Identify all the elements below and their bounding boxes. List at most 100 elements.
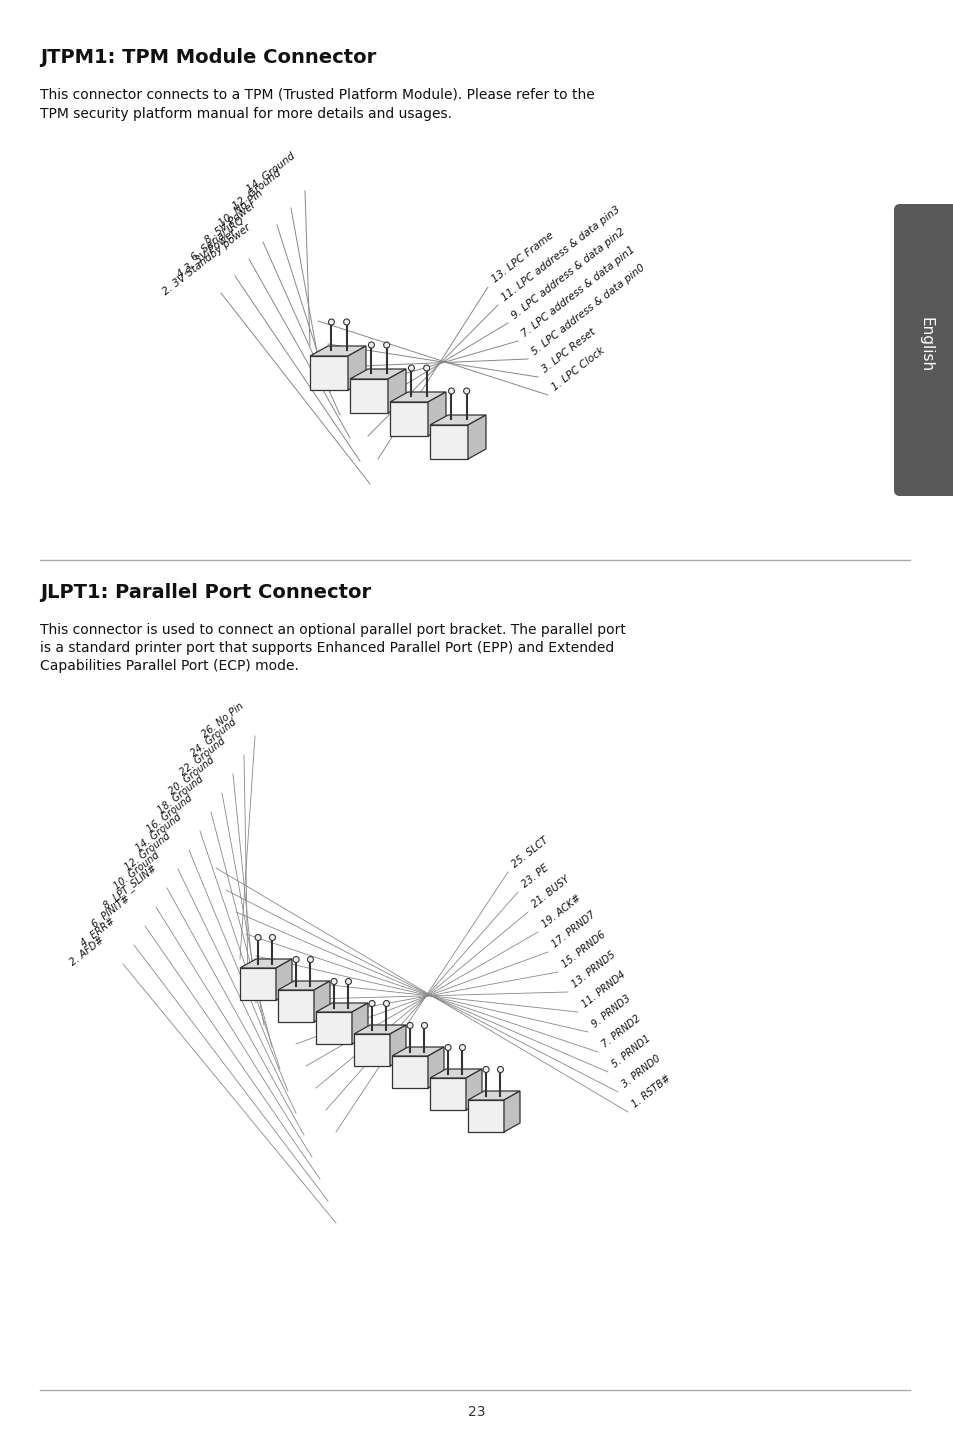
Text: 12. Ground: 12. Ground: [231, 169, 283, 212]
Circle shape: [497, 1066, 503, 1072]
Text: 14. Ground: 14. Ground: [245, 152, 296, 195]
Text: 22. Ground: 22. Ground: [178, 737, 227, 778]
Text: 7. PRND2: 7. PRND2: [599, 1013, 641, 1050]
Text: 20. Ground: 20. Ground: [167, 756, 216, 797]
Polygon shape: [428, 1047, 443, 1088]
Circle shape: [408, 365, 414, 371]
FancyBboxPatch shape: [893, 205, 953, 497]
Circle shape: [331, 979, 336, 985]
Text: 2. AFD#: 2. AFD#: [68, 936, 106, 967]
Polygon shape: [430, 1078, 465, 1110]
Text: 3. LPC Reset: 3. LPC Reset: [539, 328, 597, 375]
Text: 6. PINIT#: 6. PINIT#: [90, 894, 132, 930]
Polygon shape: [350, 369, 406, 379]
Text: 24. Ground: 24. Ground: [189, 717, 238, 758]
Polygon shape: [392, 1047, 443, 1056]
Circle shape: [423, 365, 429, 371]
Text: This connector connects to a TPM (Trusted Platform Module). Please refer to the: This connector connects to a TPM (Truste…: [40, 87, 594, 102]
Polygon shape: [465, 1069, 481, 1110]
Text: JTPM1: TPM Module Connector: JTPM1: TPM Module Connector: [40, 49, 375, 67]
Polygon shape: [468, 415, 485, 459]
Text: 19. ACK#: 19. ACK#: [539, 893, 582, 930]
Polygon shape: [350, 379, 388, 414]
Text: 2. 3V Standby power: 2. 3V Standby power: [161, 222, 253, 298]
Text: 4. ERR#: 4. ERR#: [79, 916, 117, 949]
Text: 4,3. 3V Power: 4,3. 3V Power: [174, 228, 237, 280]
Polygon shape: [240, 959, 292, 967]
Polygon shape: [315, 1012, 352, 1045]
Circle shape: [269, 934, 275, 940]
Text: 11. PRND4: 11. PRND4: [579, 970, 627, 1010]
Polygon shape: [390, 392, 446, 402]
Circle shape: [482, 1066, 489, 1072]
Circle shape: [307, 956, 314, 963]
Text: 15. PRND6: 15. PRND6: [559, 930, 607, 970]
Text: 25. SLCT: 25. SLCT: [510, 836, 550, 870]
Circle shape: [445, 1045, 451, 1050]
Text: 3. PRND0: 3. PRND0: [619, 1053, 661, 1090]
Text: 26. No Pin: 26. No Pin: [200, 701, 245, 740]
Text: is a standard printer port that supports Enhanced Parallel Port (EPP) and Extend: is a standard printer port that supports…: [40, 641, 614, 655]
Polygon shape: [240, 967, 275, 1000]
Text: 13. LPC Frame: 13. LPC Frame: [490, 230, 555, 285]
Polygon shape: [277, 990, 314, 1022]
Polygon shape: [390, 402, 428, 436]
Polygon shape: [310, 356, 348, 391]
Text: 23: 23: [468, 1405, 485, 1420]
Circle shape: [328, 319, 335, 325]
Circle shape: [369, 1000, 375, 1006]
Text: TPM security platform manual for more details and usages.: TPM security platform manual for more de…: [40, 107, 452, 122]
Circle shape: [463, 388, 469, 394]
Polygon shape: [392, 1056, 428, 1088]
Text: JLPT1: Parallel Port Connector: JLPT1: Parallel Port Connector: [40, 582, 371, 602]
Polygon shape: [314, 982, 330, 1022]
Text: 10. Ground: 10. Ground: [112, 850, 161, 892]
Text: 5. PRND1: 5. PRND1: [609, 1033, 652, 1070]
Text: 1. LPC Clock: 1. LPC Clock: [550, 346, 606, 394]
Text: This connector is used to connect an optional parallel port bracket. The paralle: This connector is used to connect an opt…: [40, 622, 625, 637]
Text: 16. Ground: 16. Ground: [145, 793, 194, 836]
Text: 23. PE: 23. PE: [519, 863, 550, 890]
Polygon shape: [430, 415, 485, 425]
Text: 17. PRND7: 17. PRND7: [550, 910, 597, 950]
Circle shape: [407, 1023, 413, 1029]
Polygon shape: [315, 1003, 368, 1012]
Circle shape: [383, 342, 389, 348]
Circle shape: [383, 1000, 389, 1006]
Text: English: English: [918, 318, 933, 372]
Polygon shape: [388, 369, 406, 414]
Text: 6. Serial IRQ: 6. Serial IRQ: [189, 216, 246, 263]
Text: Capabilities Parallel Port (ECP) mode.: Capabilities Parallel Port (ECP) mode.: [40, 660, 298, 673]
Text: 21. BUSY: 21. BUSY: [530, 874, 571, 910]
Polygon shape: [354, 1035, 390, 1066]
Circle shape: [459, 1045, 465, 1050]
Text: 7. LPC address & data pin1: 7. LPC address & data pin1: [519, 245, 637, 339]
Polygon shape: [430, 1069, 481, 1078]
Text: 9. PRND3: 9. PRND3: [589, 993, 632, 1030]
Polygon shape: [348, 346, 366, 391]
Circle shape: [345, 979, 351, 985]
Text: 13. PRND5: 13. PRND5: [569, 950, 617, 990]
Polygon shape: [428, 392, 446, 436]
Polygon shape: [390, 1025, 406, 1066]
Circle shape: [293, 956, 299, 963]
Polygon shape: [277, 982, 330, 990]
Circle shape: [343, 319, 349, 325]
Text: 8. LPT_SLIN#: 8. LPT_SLIN#: [101, 863, 158, 912]
Circle shape: [254, 934, 261, 940]
Circle shape: [421, 1023, 427, 1029]
Polygon shape: [275, 959, 292, 1000]
Polygon shape: [430, 425, 468, 459]
Polygon shape: [468, 1090, 519, 1100]
Polygon shape: [503, 1090, 519, 1132]
Polygon shape: [468, 1100, 503, 1132]
Circle shape: [368, 342, 374, 348]
Text: 12. Ground: 12. Ground: [123, 831, 172, 873]
Polygon shape: [310, 346, 366, 356]
Text: 1. RSTB#: 1. RSTB#: [629, 1073, 672, 1110]
Text: 14. Ground: 14. Ground: [133, 813, 183, 854]
Text: 5. LPC address & data pin0: 5. LPC address & data pin0: [530, 262, 646, 356]
Text: 11. LPC address & data pin3: 11. LPC address & data pin3: [499, 205, 621, 303]
Polygon shape: [354, 1025, 406, 1035]
Text: 8. 5V Power: 8. 5V Power: [203, 200, 257, 246]
